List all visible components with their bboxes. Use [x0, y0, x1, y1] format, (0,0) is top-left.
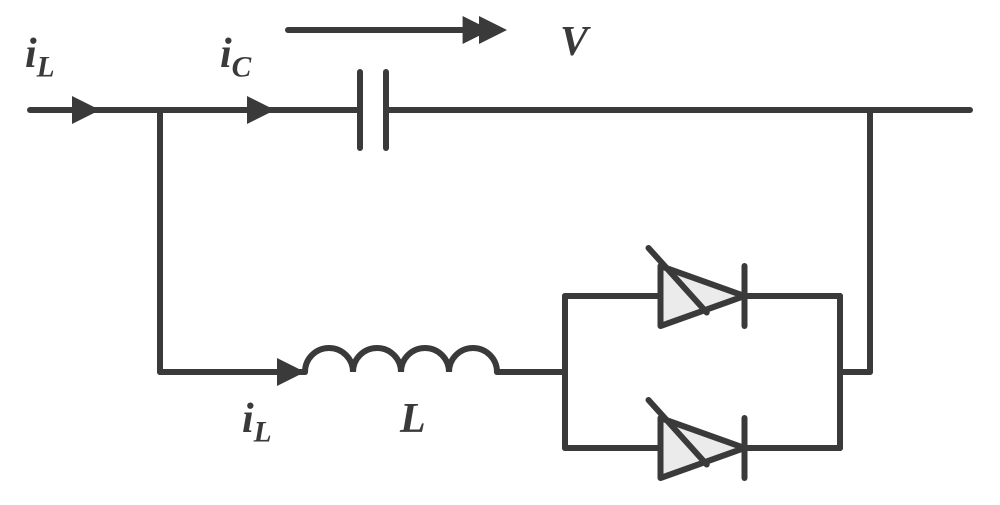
tcsc-circuit-diagram — [0, 0, 1000, 505]
label-iL-bottom: iL — [242, 395, 272, 449]
label-iC: iC — [220, 30, 251, 84]
label-iL-top: iL — [25, 30, 55, 84]
label-L: L — [400, 395, 426, 443]
label-V: V — [560, 18, 588, 66]
